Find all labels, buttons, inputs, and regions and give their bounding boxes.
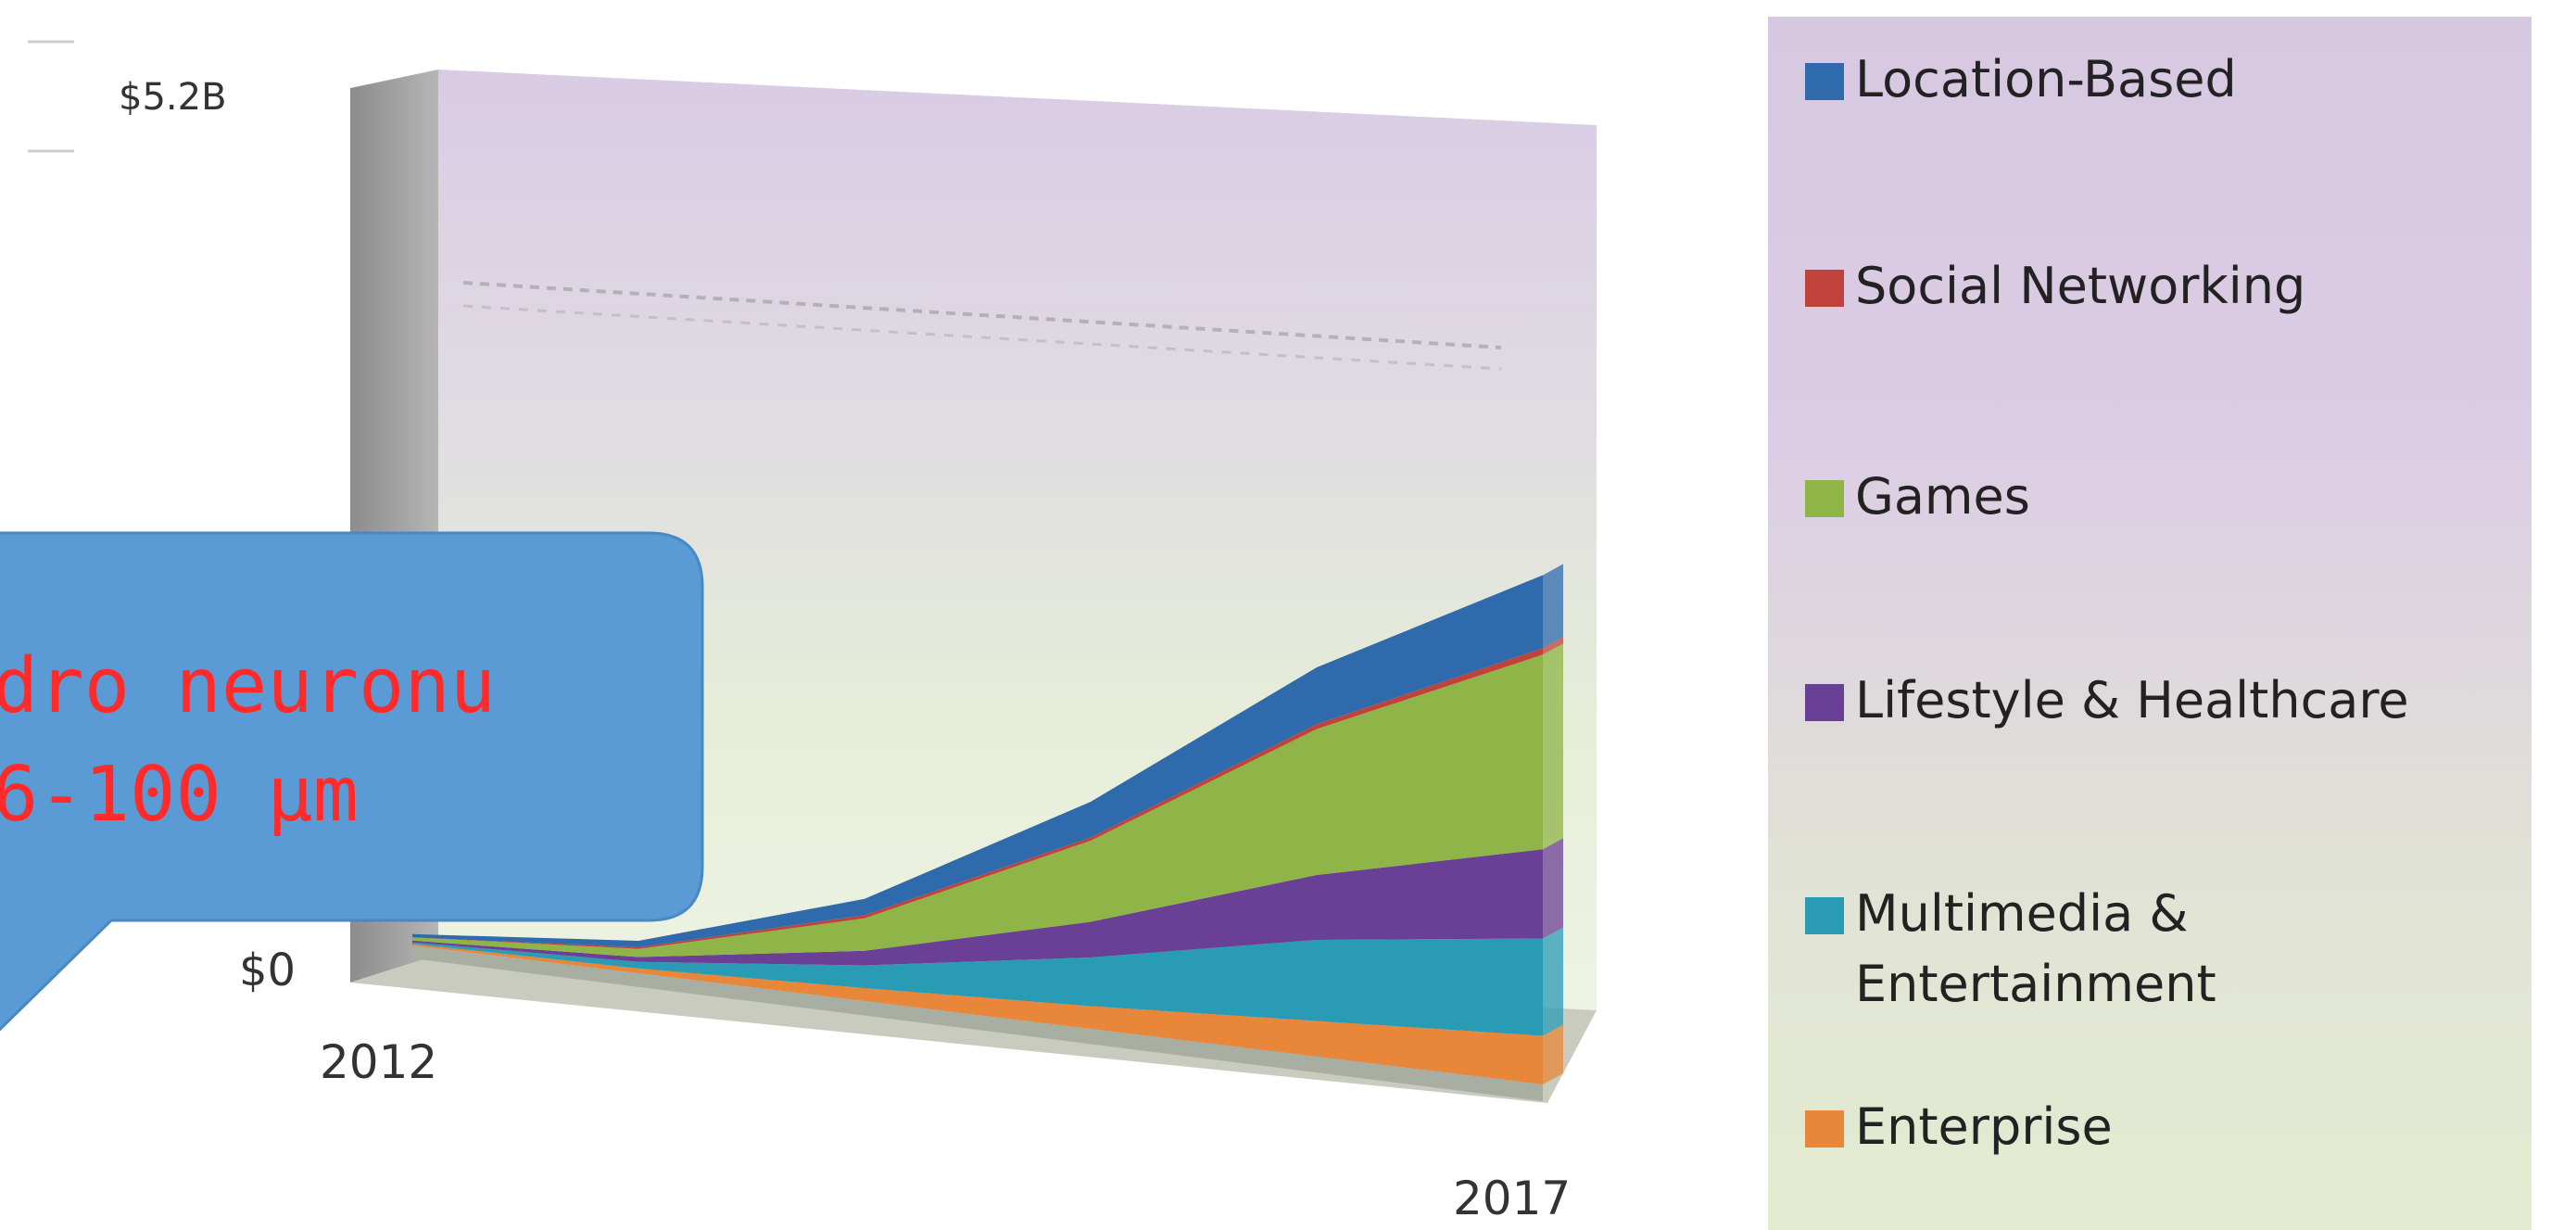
legend-item-enterprise: Enterprise bbox=[1805, 1092, 2113, 1162]
legend-swatch-enterprise bbox=[1805, 1110, 1844, 1148]
y-tick-bottom: $0 bbox=[239, 945, 296, 996]
legend-swatch-location-based bbox=[1805, 63, 1844, 100]
legend: Location-Based Social Networking Games L… bbox=[1768, 17, 2532, 1230]
legend-label: Location-Based bbox=[1855, 44, 2237, 115]
legend-swatch-multimedia-entertainment bbox=[1805, 897, 1844, 934]
legend-label: Enterprise bbox=[1855, 1092, 2113, 1162]
legend-swatch-lifestyle-healthcare bbox=[1805, 684, 1844, 721]
legend-swatch-social-networking bbox=[1805, 270, 1844, 307]
area-side-location-based bbox=[1543, 564, 1563, 649]
area-side-games bbox=[1543, 643, 1563, 849]
y-tick-top: $5.2B bbox=[119, 76, 227, 119]
legend-swatch-games bbox=[1805, 480, 1844, 517]
legend-item-location-based: Location-Based bbox=[1805, 44, 2237, 115]
area-side-lifestyle-healthcare bbox=[1543, 838, 1563, 938]
legend-item-lifestyle-healthcare: Lifestyle & Healthcare bbox=[1805, 666, 2409, 736]
legend-label-line-1: Multimedia & bbox=[1855, 879, 2216, 949]
callout-line-1: dro neuronu bbox=[0, 642, 496, 730]
legend-item-multimedia-entertainment: Multimedia & Entertainment bbox=[1805, 879, 2216, 1019]
legend-label: Lifestyle & Healthcare bbox=[1855, 666, 2409, 736]
legend-label-line-2: Entertainment bbox=[1855, 949, 2216, 1020]
legend-label: Games bbox=[1855, 462, 2030, 532]
legend-item-social-networking: Social Networking bbox=[1805, 251, 2305, 322]
callout-line-2: 6-100 μm bbox=[0, 751, 359, 839]
legend-label: Social Networking bbox=[1855, 251, 2305, 322]
area-side-multimedia-entertainment bbox=[1543, 928, 1563, 1036]
x-tick-first: 2012 bbox=[320, 1035, 437, 1089]
legend-item-games: Games bbox=[1805, 462, 2030, 532]
legend-label-multiline: Multimedia & Entertainment bbox=[1855, 879, 2216, 1019]
x-tick-last: 2017 bbox=[1453, 1172, 1571, 1225]
